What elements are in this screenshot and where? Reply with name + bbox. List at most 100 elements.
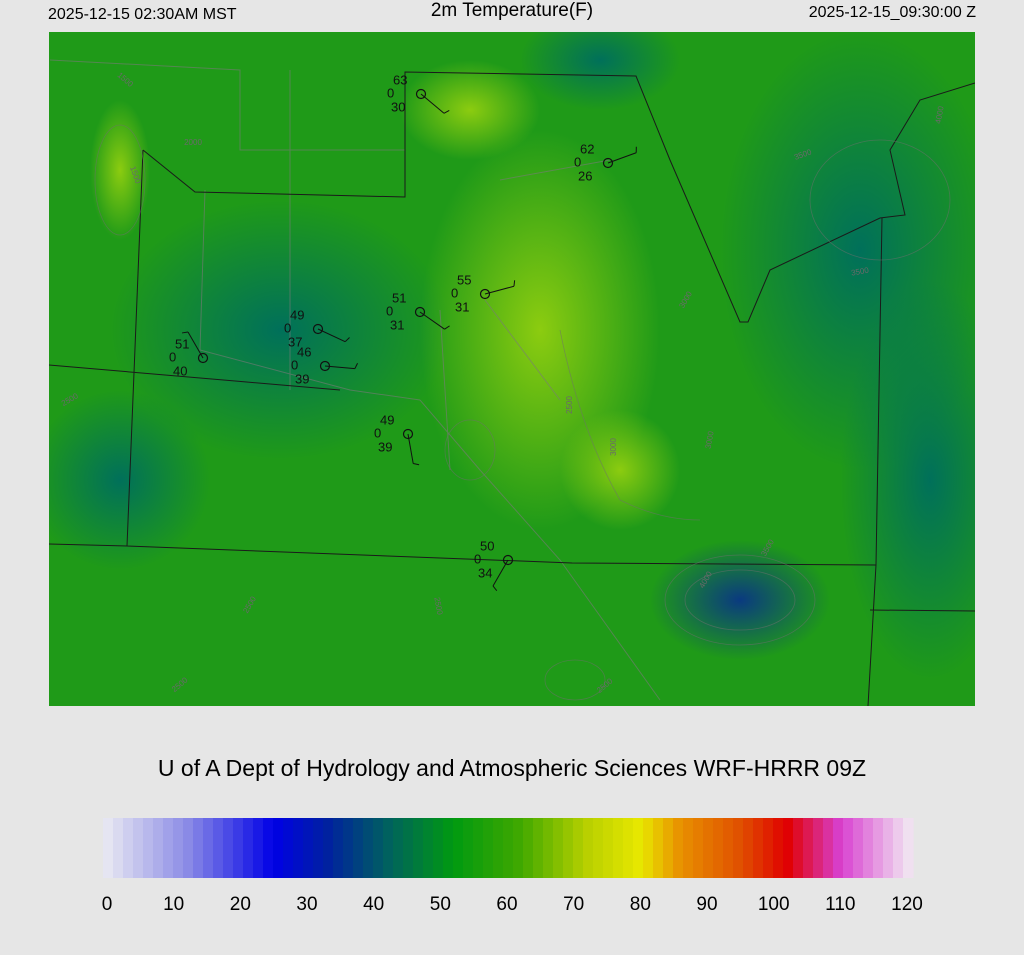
colorbar-cell <box>743 818 754 878</box>
colorbar-cell <box>133 818 144 878</box>
colorbar-cell <box>603 818 614 878</box>
station-dew: 39 <box>378 439 392 454</box>
colorbar-cell <box>653 818 664 878</box>
colorbar-cell <box>473 818 484 878</box>
station-value: 0 <box>386 303 393 318</box>
station-dew: 34 <box>478 565 492 580</box>
colorbar-cell <box>263 818 274 878</box>
colorbar-tick-label: 90 <box>696 894 717 915</box>
colorbar-cell <box>303 818 314 878</box>
colorbar-cell <box>643 818 654 878</box>
station-temp: 55 <box>457 272 471 287</box>
colorbar-cell <box>383 818 394 878</box>
colorbar-tick-label: 0 <box>102 894 113 915</box>
colorbar-cell <box>353 818 364 878</box>
colorbar-cell <box>613 818 624 878</box>
colorbar-tick-label: 110 <box>825 894 855 915</box>
colorbar-cell <box>223 818 234 878</box>
station-temp: 49 <box>380 412 394 427</box>
colorbar-cell <box>153 818 164 878</box>
colorbar-cell <box>203 818 214 878</box>
colorbar-cell <box>813 818 824 878</box>
station-value: 0 <box>374 425 381 440</box>
colorbar-cell <box>863 818 874 878</box>
colorbar-cell <box>513 818 524 878</box>
contour-label: 2500 <box>565 396 574 414</box>
contour-label: 3000 <box>609 438 618 456</box>
colorbar-cell <box>693 818 704 878</box>
colorbar-cell <box>293 818 304 878</box>
contour-label: 2000 <box>184 138 202 147</box>
colorbar-tick-label: 80 <box>630 894 651 915</box>
colorbar-cell <box>793 818 804 878</box>
station-dew: 30 <box>391 99 405 114</box>
colorbar-cell <box>463 818 474 878</box>
colorbar-tick-label: 50 <box>430 894 451 915</box>
station-dew: 40 <box>173 363 187 378</box>
colorbar-tick-label: 100 <box>758 894 790 915</box>
station-temp: 50 <box>480 538 494 553</box>
colorbar-cell <box>553 818 564 878</box>
station-value: 0 <box>574 154 581 169</box>
station-dew: 31 <box>390 317 404 332</box>
colorbar-cell <box>443 818 454 878</box>
colorbar-cell <box>323 818 334 878</box>
colorbar-tick-label: 30 <box>296 894 317 915</box>
colorbar-cell <box>103 818 114 878</box>
colorbar-cell <box>313 818 324 878</box>
colorbar-cell <box>113 818 124 878</box>
colorbar-cell <box>423 818 434 878</box>
colorbar-cell <box>623 818 634 878</box>
station-value: 0 <box>387 85 394 100</box>
colorbar-cell <box>753 818 764 878</box>
colorbar-cell <box>143 818 154 878</box>
valid-local: 2025-12-15 02:30AM MST <box>48 6 237 23</box>
map <box>30 10 1020 706</box>
station-dew: 39 <box>295 371 309 386</box>
station-temp: 49 <box>290 307 304 322</box>
colorbar-tick-label: 20 <box>230 894 251 915</box>
colorbar-cell <box>763 818 774 878</box>
colorbar-cell <box>703 818 714 878</box>
colorbar-cell <box>333 818 344 878</box>
colorbar-cell <box>493 818 504 878</box>
credit: U of A Dept of Hydrology and Atmospheric… <box>158 755 866 781</box>
colorbar-cell <box>683 818 694 878</box>
map-title: 2m Temperature(F) <box>431 0 593 21</box>
colorbar-cell <box>853 818 864 878</box>
colorbar-cell <box>563 818 574 878</box>
colorbar-tick-label: 60 <box>496 894 517 915</box>
colorbar-cell <box>253 818 264 878</box>
colorbar-cell <box>713 818 724 878</box>
station-temp: 51 <box>392 290 406 305</box>
colorbar-tick-label: 10 <box>163 894 184 915</box>
colorbar-cell <box>893 818 904 878</box>
colorbar-cell <box>833 818 844 878</box>
colorbar-cell <box>883 818 894 878</box>
colorbar-cell <box>583 818 594 878</box>
colorbar-cell <box>873 818 884 878</box>
colorbar-cell <box>673 818 684 878</box>
wind-barb-feather <box>514 280 515 286</box>
colorbar-tick-label: 70 <box>563 894 584 915</box>
colorbar-cell <box>453 818 464 878</box>
colorbar-cell <box>243 818 254 878</box>
colorbar-cell <box>413 818 424 878</box>
colorbar-cell <box>183 818 194 878</box>
colorbar-cell <box>523 818 534 878</box>
colorbar-cell <box>593 818 604 878</box>
colorbar-cell <box>373 818 384 878</box>
station-temp: 62 <box>580 141 594 156</box>
colorbar-cell <box>233 818 244 878</box>
station-dew: 26 <box>578 168 592 183</box>
station-temp: 46 <box>297 344 311 359</box>
colorbar-cell <box>773 818 784 878</box>
colorbar-cell <box>903 818 914 878</box>
colorbar-cell <box>803 818 814 878</box>
colorbar-cell <box>543 818 554 878</box>
colorbar-cell <box>213 818 224 878</box>
colorbar-cell <box>823 818 834 878</box>
station-value: 0 <box>291 357 298 372</box>
colorbar-cell <box>733 818 744 878</box>
